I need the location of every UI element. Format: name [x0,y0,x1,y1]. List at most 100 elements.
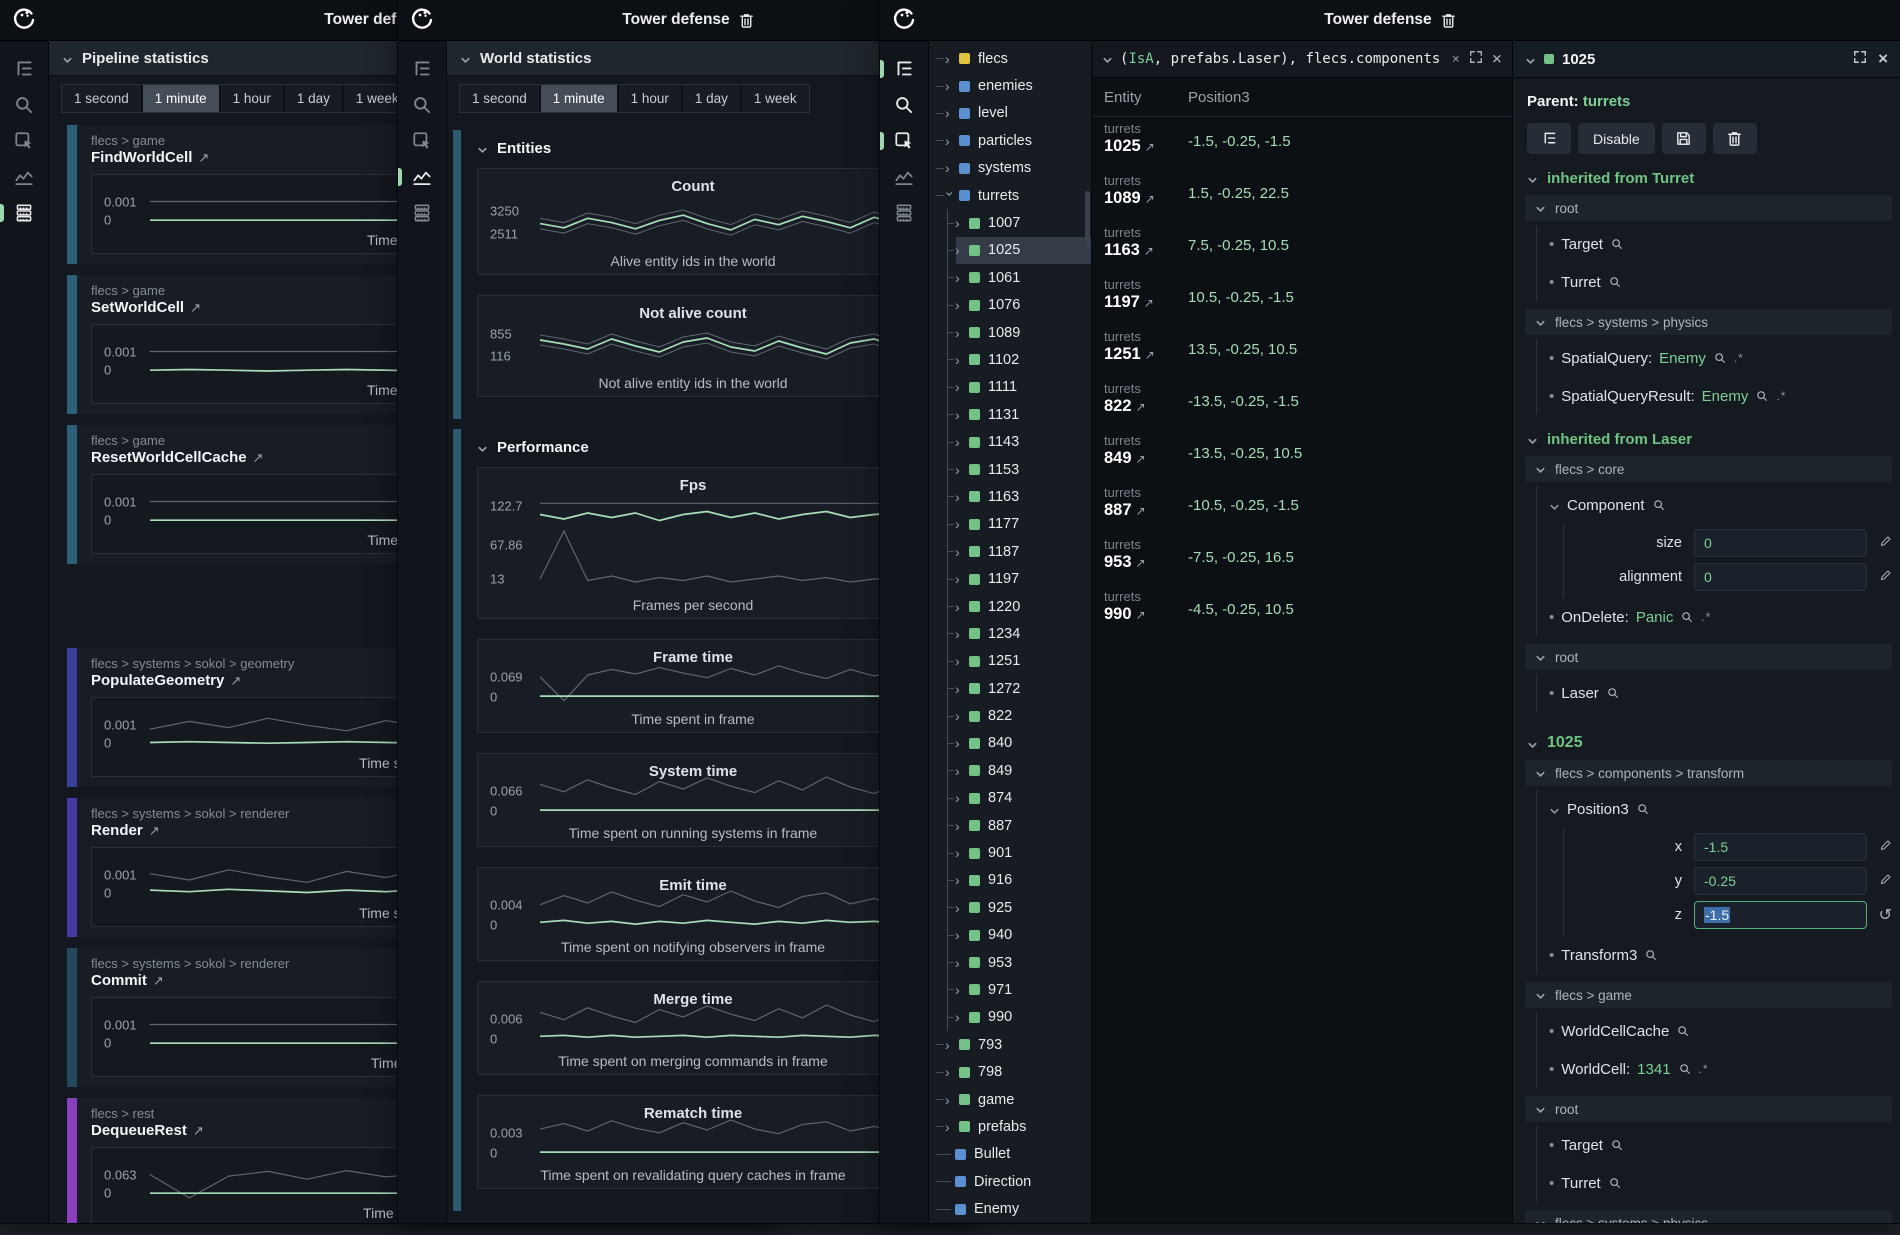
edit-pencil-icon[interactable] [1879,569,1892,585]
expand-icon[interactable]: › [955,1009,960,1026]
expand-icon[interactable]: › [955,708,960,725]
component-value-link[interactable]: Enemy [1701,387,1749,405]
scrollbar-thumb[interactable] [1085,191,1090,249]
open-link-icon[interactable]: ↗ [1143,244,1154,258]
search-panel-icon[interactable] [398,87,446,123]
edit-pencil-icon[interactable] [1879,535,1892,551]
expand-icon[interactable]: › [955,817,960,834]
open-link-icon[interactable]: ↗ [1144,140,1155,154]
save-button[interactable] [1661,123,1706,154]
tree-row[interactable]: › game [929,1086,1091,1113]
search-icon[interactable] [1644,948,1658,962]
stat-name-link[interactable]: Render ↗ [91,822,160,839]
tree-row[interactable]: Enemy [929,1195,1091,1222]
collapse-icon[interactable]: › [942,191,959,196]
expand-icon[interactable]: › [955,406,960,423]
tree-row[interactable]: › level [929,100,1091,127]
tree-panel-icon[interactable] [880,51,928,87]
tree-row[interactable]: › 840 [929,729,1091,758]
expand-icon[interactable]: › [955,653,960,670]
tree-row[interactable]: Bullet [929,1141,1091,1168]
clear-query-icon[interactable]: × [1451,51,1460,67]
time-range-button[interactable]: 1 second [460,85,541,112]
component-group-header[interactable]: root [1525,644,1892,670]
tree-row[interactable]: › 1007 [929,209,1091,238]
disable-button[interactable]: Disable [1578,123,1655,154]
component-value-link[interactable]: 1341 [1637,1060,1671,1078]
stat-name-link[interactable]: SetWorldCell ↗ [91,299,201,316]
expand-icon[interactable]: › [955,379,960,396]
time-range-button[interactable]: 1 day [284,85,344,112]
chevron-down-icon[interactable] [1549,500,1560,511]
tree-row[interactable]: › 1234 [929,620,1091,648]
entity-id-link[interactable]: 849 ↗ [1104,449,1146,467]
tree-view-button[interactable] [1527,123,1571,154]
stat-name-link[interactable]: FindWorldCell ↗ [91,149,210,166]
trash-icon[interactable] [739,12,754,29]
chart-panel-icon[interactable] [880,159,928,195]
expand-icon[interactable]: › [955,516,960,533]
tree-row[interactable]: › 1197 [929,565,1091,594]
entity-id-link[interactable]: 990 ↗ [1104,605,1146,623]
open-link-icon[interactable]: ↗ [148,824,160,839]
time-range-button[interactable]: 1 hour [220,85,285,112]
search-icon[interactable] [1713,351,1727,365]
chevron-down-icon[interactable] [1525,54,1536,65]
tree-panel-icon[interactable] [0,51,48,87]
chevron-down-icon[interactable] [1549,804,1560,815]
tree-row[interactable]: › 990 [929,1003,1091,1032]
open-link-icon[interactable]: ↗ [1143,296,1154,310]
entity-id-link[interactable]: 887 ↗ [1104,501,1146,519]
tree-row[interactable]: › 1272 [929,674,1091,703]
tree-row[interactable]: › flecs [929,45,1091,72]
search-icon[interactable] [1610,1138,1624,1152]
tree-row[interactable]: › 1187 [929,538,1091,566]
undo-icon[interactable]: ↺ [1878,905,1892,924]
expand-icon[interactable]: › [955,927,960,944]
chart-panel-icon[interactable] [398,159,446,195]
inherit-section-header[interactable]: 1025 [1527,734,1892,752]
search-icon[interactable] [1636,802,1650,816]
search-panel-icon[interactable] [0,87,48,123]
open-link-icon[interactable]: ↗ [1144,192,1155,206]
tree-row[interactable]: › 793 [929,1031,1091,1058]
component-group-header[interactable]: flecs > core [1525,456,1892,482]
tree-row[interactable]: › 822 [929,702,1091,731]
inspector-panel-icon[interactable] [0,123,48,159]
tree-row[interactable]: › systems [929,155,1091,182]
time-range-button[interactable]: 1 day [682,85,742,112]
chevron-down-icon[interactable] [1102,54,1113,65]
expand-icon[interactable]: › [945,78,950,95]
search-icon[interactable] [1755,389,1769,403]
expand-icon[interactable]: › [955,351,960,368]
component-value-link[interactable]: Panic [1635,608,1674,626]
search-icon[interactable] [1606,686,1620,700]
expand-icon[interactable]: › [955,680,960,697]
tree-row[interactable]: › 874 [929,784,1091,813]
edit-pencil-icon[interactable] [1879,839,1892,855]
expand-icon[interactable]: › [945,1091,950,1108]
tree-row[interactable]: › particles [929,127,1091,154]
tree-row[interactable]: › 1251 [929,647,1091,676]
chart-panel-icon[interactable] [0,159,48,195]
query-header[interactable]: (IsA, prefabs.Laser), flecs.components ×… [1092,41,1512,78]
expand-icon[interactable]: › [955,899,960,916]
tree-row[interactable]: › enemies [929,72,1091,99]
expand-icon[interactable]: › [945,160,950,177]
tree-row[interactable]: › 916 [929,866,1091,895]
tree-row[interactable]: › 1102 [929,346,1091,375]
expand-icon[interactable]: › [955,571,960,588]
search-icon[interactable] [1610,237,1624,251]
entity-id-link[interactable]: 1163 ↗ [1104,241,1154,259]
expand-icon[interactable]: › [955,598,960,615]
close-icon[interactable]: × [1491,49,1502,69]
component-field-input[interactable]: -1.5 [1694,901,1867,929]
open-link-icon[interactable]: ↗ [1135,452,1146,466]
section-header[interactable]: Entities [477,136,968,160]
component-field-input[interactable]: 0 [1694,529,1868,557]
component-group-header[interactable]: root [1525,1096,1892,1122]
tree-row[interactable]: › 1131 [929,401,1091,429]
tree-row[interactable]: › 971 [929,976,1091,1005]
tree-row[interactable]: › 1076 [929,291,1091,320]
titlebar[interactable]: Tower defense [880,0,1900,41]
